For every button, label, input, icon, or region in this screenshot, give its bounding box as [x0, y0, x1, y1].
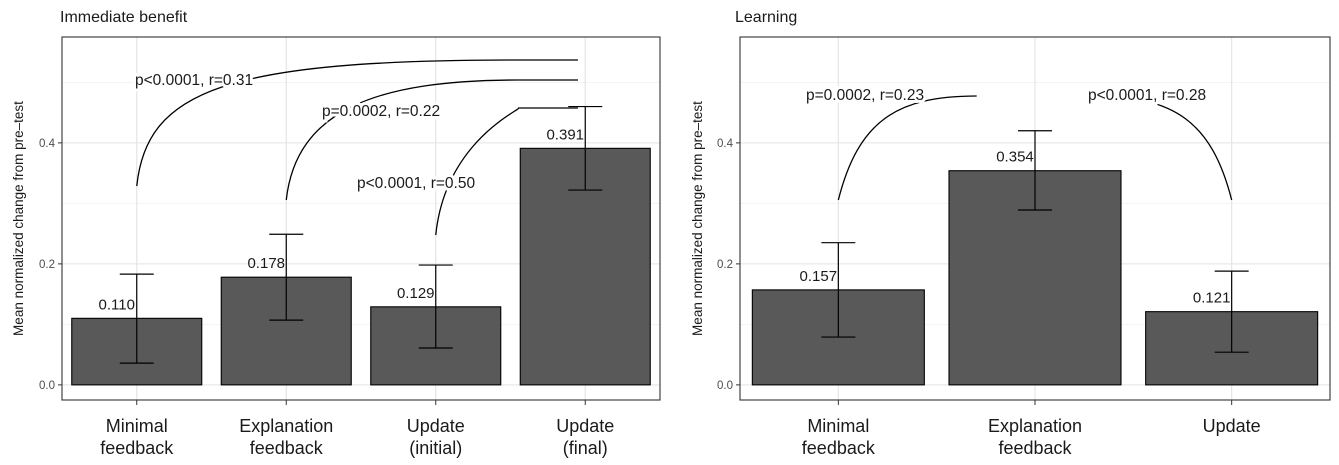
data-label: 0.121: [1193, 290, 1231, 307]
plot-border: [61, 36, 661, 401]
x-tick-label: Update: [556, 416, 614, 436]
significance-label: p=0.0002, r=0.23: [806, 87, 924, 104]
significance-arc: [837, 95, 977, 201]
y-axis-label: Mean normalized change from pre–test: [11, 101, 26, 336]
x-tick-label: (final): [563, 438, 608, 458]
chart-title: Immediate benefit: [60, 9, 188, 26]
chart-panel-2: 0.1570.3540.1210.00.20.4MinimalfeedbackE…: [690, 9, 1331, 458]
data-label: 0.129: [397, 285, 435, 302]
x-tick-label: Minimal: [807, 416, 869, 436]
x-tick-label: (initial): [409, 438, 462, 458]
chart-title: Learning: [735, 9, 797, 26]
significance-arc: [1093, 95, 1233, 201]
y-tick-label: 0.0: [717, 380, 733, 392]
x-tick-label: Explanation: [239, 416, 333, 436]
data-label: 0.110: [99, 296, 135, 313]
x-tick-label: feedback: [998, 438, 1072, 458]
data-label: 0.354: [996, 149, 1034, 166]
significance-label: p=0.0002, r=0.22: [322, 103, 440, 120]
data-label: 0.178: [247, 255, 285, 272]
significance-label: p<0.0001, r=0.31: [135, 72, 253, 89]
y-tick-label: 0.0: [39, 380, 55, 392]
x-tick-label: feedback: [100, 438, 174, 458]
y-tick-label: 0.2: [717, 259, 733, 271]
x-tick-label: Explanation: [988, 416, 1082, 436]
x-tick-label: Minimal: [106, 416, 168, 436]
y-tick-label: 0.4: [717, 138, 734, 150]
significance-arc: [435, 107, 578, 236]
x-tick-label: feedback: [250, 438, 324, 458]
x-tick-label: feedback: [802, 438, 876, 458]
significance-label: p<0.0001, r=0.28: [1088, 87, 1206, 104]
significance-arc: [285, 79, 578, 201]
data-label: 0.157: [800, 268, 838, 285]
significance-label: p<0.0001, r=0.50: [357, 175, 475, 192]
y-axis-label: Mean normalized change from pre–test: [690, 101, 705, 336]
data-label: 0.391: [546, 126, 584, 143]
chart-panel-1: 0.1100.1780.1290.3910.00.20.4Minimalfeed…: [11, 9, 661, 458]
y-tick-label: 0.2: [39, 259, 55, 271]
y-tick-label: 0.4: [39, 138, 56, 150]
x-tick-label: Update: [1203, 416, 1261, 436]
significance-arc: [136, 59, 578, 187]
x-tick-label: Update: [407, 416, 465, 436]
